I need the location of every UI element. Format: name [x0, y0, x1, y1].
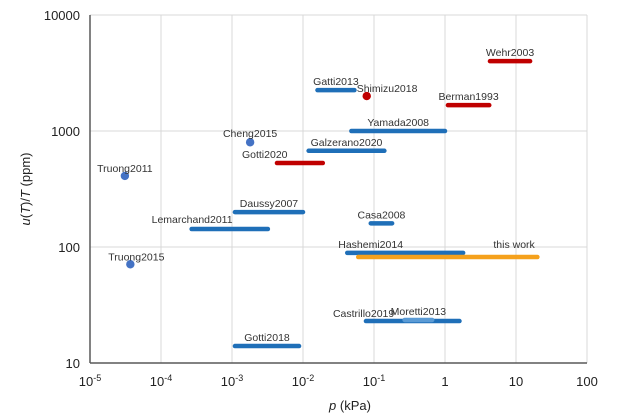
data-label-galzerano2020: Galzerano2020 — [311, 137, 383, 149]
x-tick-label: 100 — [576, 374, 598, 389]
data-label-wehr2003: Wehr2003 — [486, 47, 534, 59]
data-label-yamada2008: Yamada2008 — [367, 117, 429, 129]
y-axis-label: u(T)/T (ppm) — [18, 153, 33, 226]
y-tick-label: 1000 — [51, 124, 80, 139]
point-truong2011 — [120, 171, 130, 181]
gridlines — [90, 14, 588, 363]
x-axis-label-unit: (kPa) — [336, 398, 371, 413]
x-axis-label: p (kPa) — [328, 398, 371, 413]
y-tick-label: 10 — [66, 356, 80, 371]
point-shimizu2018 — [362, 91, 371, 101]
data-label-castrillo2019: Castrillo2019 — [333, 308, 394, 320]
data-label-truong2011: Truong2011 — [97, 163, 153, 175]
x-tick-labels: 10-5 10-4 10-3 10-2 10-1 1 10 100 — [79, 373, 598, 389]
axes — [89, 15, 587, 364]
data-marks — [120, 58, 540, 349]
y-tick-label: 10000 — [44, 8, 80, 23]
data-label-gotti2018: Gotti2018 — [244, 332, 290, 344]
x-axis-label-symbol: p — [328, 398, 336, 413]
data-label-this-work: this work — [493, 239, 535, 251]
data-label-shimizu2018: Shimizu2018 — [357, 83, 418, 95]
data-label-moretti2013: Moretti2013 — [391, 306, 447, 318]
x-tick-label: 10-4 — [150, 373, 172, 389]
point-cheng2015 — [245, 138, 255, 147]
data-label-truong2015: Truong2015 — [108, 251, 164, 263]
data-label-cheng2015: Cheng2015 — [223, 128, 277, 140]
data-label-hashemi2014: Hashemi2014 — [338, 239, 403, 251]
data-label-casa2008: Casa2008 — [358, 209, 406, 221]
data-label-berman1993: Berman1993 — [439, 91, 499, 103]
data-label-lemarchand2011: Lemarchand2011 — [152, 214, 233, 226]
data-label-gatti2013: Gatti2013 — [313, 76, 359, 88]
x-tick-label: 10-1 — [363, 373, 385, 389]
x-tick-label: 10 — [509, 374, 523, 389]
y-tick-label: 100 — [58, 240, 80, 255]
y-tick-labels: 10 100 1000 10000 — [44, 8, 80, 371]
data-label-daussy2007: Daussy2007 — [240, 198, 299, 210]
point-truong2015 — [126, 260, 135, 269]
x-tick-label: 10-3 — [221, 373, 243, 389]
data-label-gotti2020: Gotti2020 — [242, 149, 288, 161]
x-tick-label: 10-2 — [292, 373, 314, 389]
x-tick-label: 1 — [441, 374, 448, 389]
x-tick-label: 10-5 — [79, 373, 101, 389]
